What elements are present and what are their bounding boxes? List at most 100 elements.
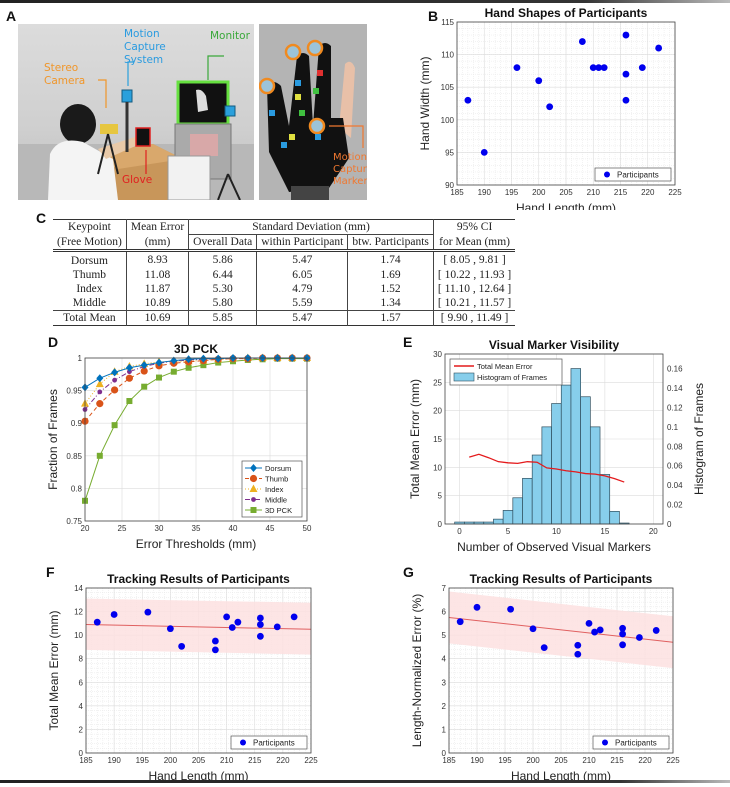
data-point (600, 64, 608, 72)
histogram-bar (541, 426, 552, 525)
cell-ci: [ 11.10 , 12.64 ] (432, 282, 516, 296)
data-points (93, 608, 298, 654)
x-tick-label: 215 (614, 188, 628, 197)
y-tick-labels: 90 95 100 105 110 115 (441, 18, 455, 190)
histogram-bar (531, 454, 543, 525)
marker-circle (125, 374, 133, 382)
table-row: Thumb 11.08 6.44 6.05 1.69 [ 10.22 , 11.… (53, 268, 516, 282)
marker-circle (111, 386, 119, 394)
data-point (622, 96, 630, 104)
cell-within: 4.79 (256, 282, 348, 296)
x-tick-label: 225 (666, 756, 680, 765)
marker-square (170, 368, 177, 375)
y-tick-label: 0.85 (66, 452, 82, 461)
data-point (473, 603, 481, 611)
setup-photo: Stereo Camera Motion Capture System Moni… (18, 24, 254, 200)
data-point (456, 618, 464, 626)
data-point (585, 619, 593, 627)
y-axis-label: Total Mean Error (mm) (47, 610, 61, 730)
marker-diamond (96, 374, 104, 383)
y-tick-label: 0.75 (66, 517, 82, 526)
data-point (652, 627, 660, 634)
legend-label: Histogram of Frames (477, 373, 547, 382)
chart-b: 185 190 195 200 205 210 215 220 225 90 95 100 105 110… (418, 6, 682, 215)
x-tick-label: 45 (266, 524, 275, 533)
data-point (290, 613, 298, 621)
x-tick-label: 30 (155, 524, 164, 533)
cell-mean: 11.08 (125, 268, 189, 282)
histogram-bar (570, 368, 581, 525)
cell-between: 1.74 (347, 250, 434, 268)
y-tick-label: 110 (441, 51, 454, 60)
data-point (574, 650, 582, 658)
legend-label: 3D PCK (265, 506, 292, 515)
data-point (178, 642, 186, 650)
x-tick-label: 220 (276, 756, 290, 765)
right-tick-label: 0.08 (667, 442, 683, 451)
y-tick-label: 0.95 (66, 387, 82, 396)
statistics-table: Keypoint Mean Error Standard Deviation (… (53, 219, 516, 326)
y-tick-labels: 0 5 10 15 20 25 30 (433, 350, 442, 529)
glove-photo: Motion Capture Marker (259, 24, 367, 200)
header-keypoint-sub: (Free Motion) (57, 235, 122, 248)
cell-mean: 11.87 (125, 282, 189, 296)
marker-square (111, 422, 118, 429)
histogram-bar (551, 403, 562, 525)
cell-within: 5.59 (256, 296, 348, 311)
marker-square (250, 507, 257, 513)
chart-title: Hand Shapes of Participants (485, 6, 648, 20)
x-tick-label: 35 (192, 524, 201, 533)
x-tick-label: 50 (303, 524, 312, 533)
histogram-bars (454, 368, 630, 525)
legend-label: Middle (265, 496, 287, 505)
data-point (619, 641, 626, 649)
y-tick-label: 1 (78, 354, 83, 363)
label-motion-capture-marker: Motion Capture Marker (333, 152, 367, 187)
x-tick-label: 200 (532, 188, 546, 197)
x-tick-label: 190 (470, 756, 484, 765)
y-tick-label: 90 (445, 181, 454, 190)
cell-between: 1.52 (347, 282, 434, 296)
person-head (60, 104, 96, 144)
panel-e-letter: E (403, 334, 413, 350)
regression-line (85, 624, 312, 630)
y-tick-label: 25 (433, 378, 442, 387)
cell-overall: 5.85 (188, 310, 257, 326)
chart-d: 20 25 30 35 40 45 50 0.75 0.8 0.85 0.9 0.95 1 3D PCK E… (46, 342, 312, 551)
cell-ci: [ 8.05 , 9.81 ] (432, 250, 516, 268)
cell-between: 1.34 (347, 296, 434, 311)
y-tick-label: 0.9 (71, 419, 83, 428)
x-tick-label: 210 (587, 188, 601, 197)
y-tick-label: 2 (79, 725, 84, 734)
y-tick-label: 1 (442, 725, 447, 734)
data-point (228, 624, 236, 631)
legend-label: Participants (253, 739, 295, 748)
x-tick-label: 210 (220, 756, 234, 765)
data-point (211, 646, 219, 654)
x-tick-label: 215 (248, 756, 262, 765)
x-tick-label: 5 (506, 527, 511, 536)
cell-ci: [ 10.22 , 11.93 ] (432, 268, 516, 282)
y-axis-label: Total Mean Error (mm) (408, 379, 422, 499)
cell-keypoint: Index (76, 283, 103, 295)
legend-label: Index (265, 485, 284, 494)
y-axis-label: Hand Width (mm) (418, 56, 432, 150)
table-row: Dorsum 8.93 5.86 5.47 1.74 [ 8.05 , 9.81… (53, 250, 516, 268)
glove-illustration (259, 39, 364, 200)
y-tick-label: 10 (74, 631, 83, 640)
y-tick-labels: 0 2 4 6 8 10 12 14 (74, 584, 83, 758)
data-point (211, 637, 219, 645)
x-tick-label: 200 (164, 756, 178, 765)
table-row: Middle 10.89 5.80 5.59 1.34 [ 10.21 , 11… (53, 296, 516, 311)
marker-diamond (125, 363, 133, 372)
cell-keypoint: Middle (72, 297, 107, 309)
x-tick-label: 205 (192, 756, 206, 765)
y-tick-label: 30 (433, 350, 442, 359)
mocap-marker (308, 117, 326, 135)
y-tick-labels: 0.75 0.8 0.85 0.9 0.95 1 (66, 354, 82, 526)
data-point (540, 644, 548, 652)
data-point (166, 625, 174, 633)
histogram-bar (512, 497, 523, 525)
chart-e: 0 5 10 15 20 0 5 10 15 20 25 30 Visual Marker Visibi… (408, 338, 706, 554)
